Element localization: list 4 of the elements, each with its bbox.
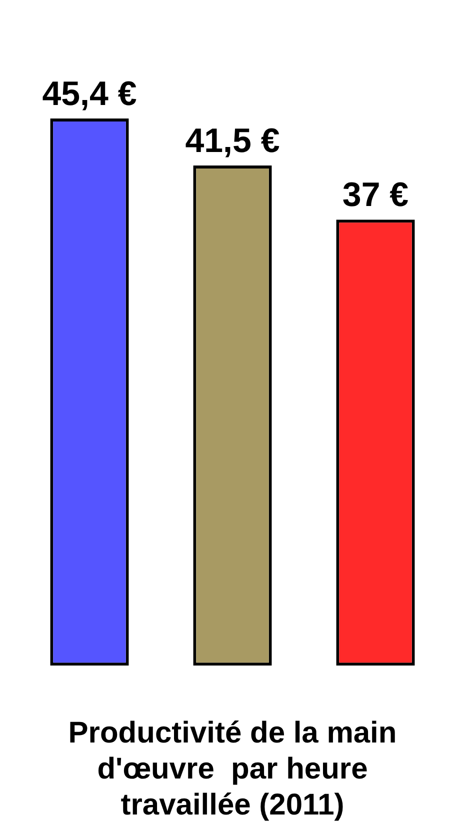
- data-label: 37 €: [342, 176, 409, 214]
- data-label: 41,5 €: [185, 122, 280, 160]
- text: Productivité de la main d'œuvre par heure travaillée (2011): [68, 716, 397, 822]
- data-label: 45,4 €: [42, 74, 137, 113]
